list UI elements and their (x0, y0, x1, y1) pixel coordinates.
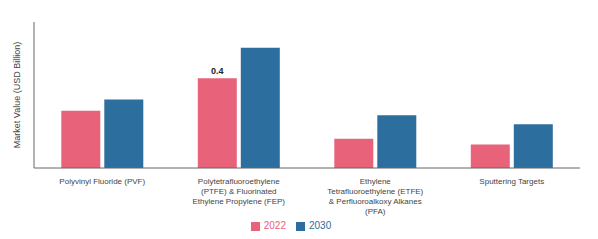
svg-text:Sputtering Targets: Sputtering Targets (479, 177, 544, 186)
svg-text:EthyleneTetrafluoroethylene (E: EthyleneTetrafluoroethylene (ETFE)& Perf… (327, 177, 423, 216)
html-text:2030: 2030 (309, 220, 332, 231)
svg-text:Polyvinyl Fluoride (PVF): Polyvinyl Fluoride (PVF) (59, 177, 145, 186)
svg-text:Market Value (USD Billion): Market Value (USD Billion) (12, 42, 22, 148)
svg-text:0.4: 0.4 (211, 66, 224, 76)
html-text:2022: 2022 (263, 220, 286, 231)
svg-text:Polytetrafluoroethylene(PTFE): Polytetrafluoroethylene(PTFE) & Fluorina… (193, 177, 286, 206)
